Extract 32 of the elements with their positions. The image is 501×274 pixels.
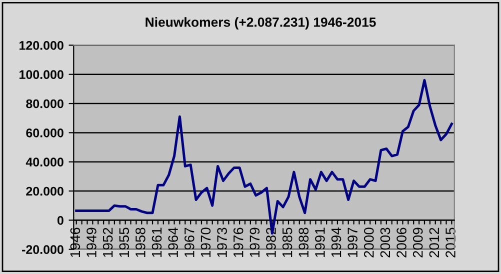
x-tick-label: 1976: [233, 228, 244, 257]
y-tick-label: 0: [57, 216, 64, 225]
x-tick-label: 1967: [184, 228, 194, 257]
x-tick-label: 1979: [250, 228, 260, 257]
x-tick-label: 1982: [266, 228, 276, 257]
y-tick-label: 20.000: [26, 186, 64, 196]
y-tick-label: 40.000: [26, 158, 64, 167]
x-tick-label: 1985: [282, 228, 292, 257]
y-tick-label: 80.000: [26, 99, 64, 108]
x-tick-label: 1997: [348, 228, 358, 257]
x-tick-label: 1964: [168, 228, 178, 257]
x-tick-label: 1952: [102, 228, 113, 257]
x-tick-label: 2003: [380, 228, 390, 258]
chart-title: Nieuwkomers (+2.087.231) 1946-2015: [146, 17, 376, 30]
x-tick-label: 1973: [217, 228, 227, 257]
x-tick-label: 1961: [152, 228, 162, 257]
x-tick-label: 1955: [119, 228, 130, 257]
x-tick-label: 1991: [315, 228, 325, 257]
y-tick-label: 100.000: [20, 70, 64, 80]
y-tick-label: 120.000: [20, 41, 64, 50]
x-tick-label: 1949: [86, 228, 96, 257]
x-tick-label: 1958: [136, 228, 146, 257]
x-tick-label: 2012: [429, 228, 440, 258]
x-tick-label: 1970: [200, 228, 211, 257]
y-tick-label: 60.000: [26, 128, 64, 138]
x-tick-label: 1994: [331, 228, 342, 257]
x-tick-label: 2009: [412, 228, 423, 258]
x-tick-label: 2000: [364, 228, 374, 258]
x-tick-label: 1988: [298, 228, 309, 257]
y-tick-label: -20.000: [22, 245, 64, 254]
x-tick-label: 1946: [70, 228, 80, 257]
x-tick-label: 2006: [396, 228, 406, 258]
